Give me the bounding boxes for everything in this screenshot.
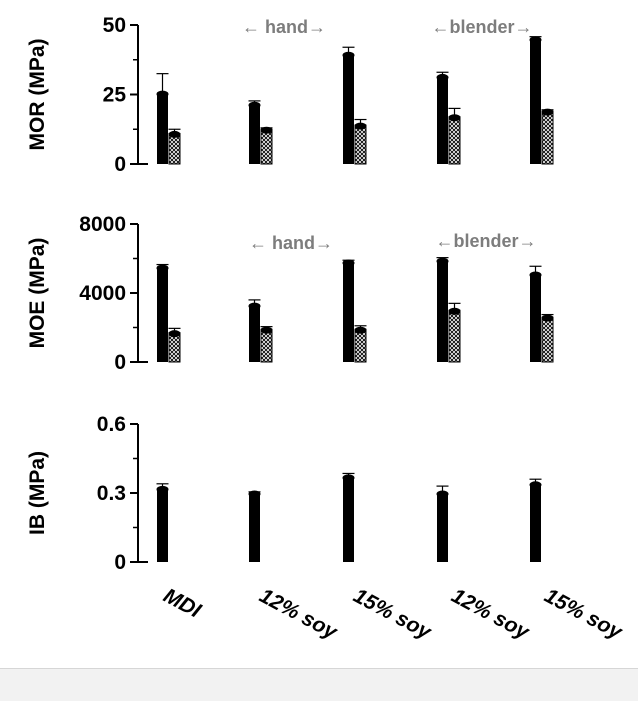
footer-bar — [0, 668, 638, 701]
mor-bar-cap — [541, 108, 554, 116]
ib-y-tick-label: 0.3 — [97, 482, 126, 505]
ib-bar — [530, 483, 541, 562]
moe-bar — [530, 274, 541, 362]
mor-panel: 0 25 50 MOR (MPa) ← hand→ ←blender→ — [26, 14, 554, 176]
mor-y-tick-label: 50 — [103, 14, 126, 37]
moe-bar-cap — [248, 302, 261, 310]
mor-bar-cap — [248, 101, 261, 109]
x-tick-label: 12% soy — [448, 584, 534, 644]
mor-y-axis-label: MOR (MPa) — [26, 39, 49, 151]
mor-bar-cap — [448, 114, 461, 122]
x-axis-tick-labels: MDI 12% soy 15% soy 12% soy 15% soy — [160, 584, 627, 644]
ib-bar — [249, 493, 260, 562]
ib-bar — [157, 488, 168, 562]
moe-bar-cap — [260, 326, 273, 334]
ib-y-tick-label: 0.6 — [97, 413, 126, 436]
moe-bar — [260, 328, 273, 363]
mor-y-tick-label: 25 — [103, 84, 127, 107]
mor-bar-cap — [436, 73, 449, 81]
mor-bar — [260, 128, 273, 165]
moe-panel: 0 4000 8000 MOE (MPa) ← hand→ ←blender→ — [26, 213, 554, 374]
moe-bar — [541, 316, 554, 363]
mor-group-annotation: ←blender→ — [431, 17, 532, 37]
mor-bar — [448, 116, 461, 165]
moe-bar — [157, 267, 168, 362]
moe-bar-cap — [354, 326, 367, 334]
moe-bar-cap — [342, 259, 355, 267]
moe-y-axis-label: MOE (MPa) — [26, 238, 49, 349]
x-tick-label: 15% soy — [350, 584, 436, 644]
ib-y-tick-label: 0 — [114, 551, 126, 574]
bar-chart-figure: 0 25 50 MOR (MPa) ← hand→ ←blender→ 0 4000 8000… — [26, 14, 627, 644]
mor-bar-cap — [529, 36, 542, 44]
moe-bar-cap — [436, 257, 449, 265]
mor-bar — [541, 110, 554, 165]
mor-bar — [530, 38, 541, 164]
ib-bar — [343, 476, 354, 562]
moe-bar-cap — [448, 307, 461, 315]
mor-group-annotation: ← hand→ — [242, 17, 326, 37]
moe-bar — [354, 328, 367, 363]
ib-bar-cap — [156, 485, 169, 493]
moe-bar-cap — [156, 264, 169, 272]
mor-bar-cap — [342, 51, 355, 59]
ib-bar-cap — [342, 474, 355, 482]
moe-bar — [437, 260, 448, 362]
moe-y-tick-label: 4000 — [79, 282, 126, 305]
x-tick-label: 12% soy — [256, 584, 342, 644]
ib-bar-cap — [436, 490, 449, 498]
moe-group-annotation: ← hand→ — [249, 233, 333, 253]
mor-bar-cap — [260, 126, 273, 134]
mor-bar — [168, 132, 181, 165]
mor-bar — [354, 124, 367, 165]
mor-bar-cap — [354, 122, 367, 130]
mor-bar-cap — [168, 130, 181, 138]
x-tick-label: 15% soy — [541, 584, 627, 644]
ib-panel: 0 0.3 0.6 IB (MPa) — [26, 413, 542, 574]
moe-bar — [448, 309, 461, 363]
moe-bar-cap — [529, 271, 542, 279]
moe-bar-cap — [168, 330, 181, 338]
moe-y-tick-label: 0 — [114, 351, 126, 374]
x-tick-label: MDI — [160, 584, 206, 623]
ib-bar — [437, 493, 448, 562]
ib-bar-cap — [529, 481, 542, 489]
moe-y-tick-label: 8000 — [79, 213, 126, 236]
moe-bar — [343, 261, 354, 362]
moe-group-annotation: ←blender→ — [435, 231, 536, 251]
mor-bar-cap — [156, 90, 169, 98]
moe-bar-cap — [541, 314, 554, 322]
mor-y-tick-label: 0 — [114, 153, 126, 176]
mor-bar — [437, 76, 448, 164]
mor-bar — [157, 93, 168, 164]
mor-bar — [343, 54, 354, 164]
ib-y-axis-label: IB (MPa) — [26, 451, 49, 535]
moe-bar — [249, 305, 260, 362]
mor-bar — [249, 104, 260, 164]
